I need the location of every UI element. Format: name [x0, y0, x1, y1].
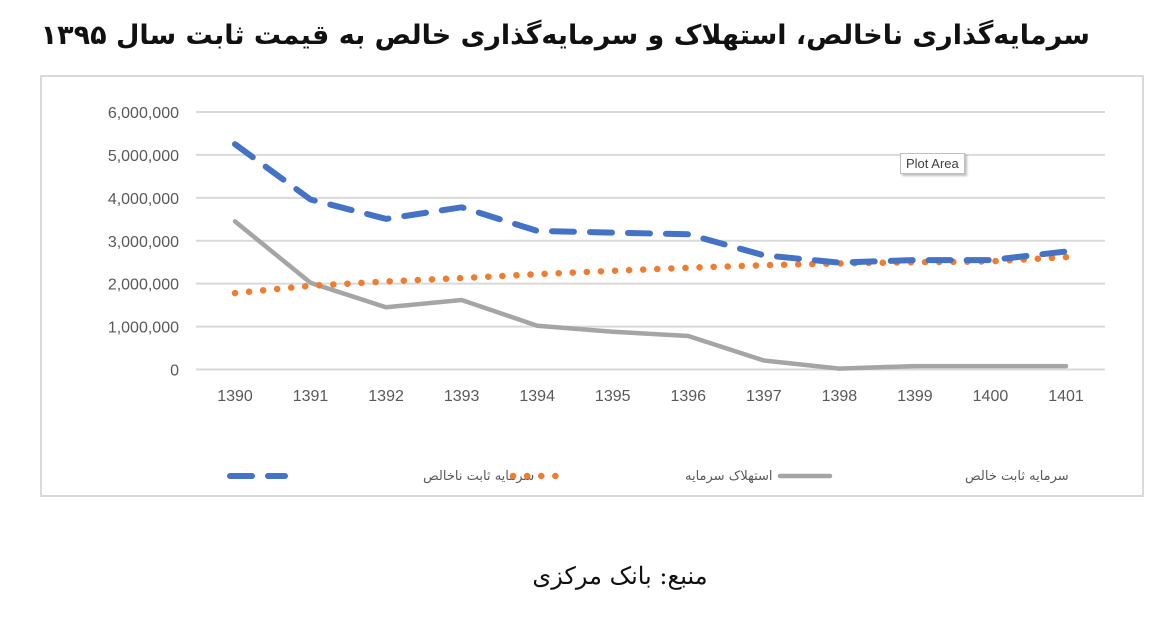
- x-tick-label: 1396: [670, 388, 706, 405]
- x-tick-label: 1397: [746, 388, 782, 405]
- y-tick-label: 6,000,000: [108, 105, 179, 122]
- legend[interactable]: سرمایه ثابت ناخالص استهلاک سرمایه سرمایه ث…: [227, 469, 1069, 484]
- y-tick-label: 3,000,000: [108, 234, 179, 251]
- chart-title: سرمایه‌گذاری ناخالص، استهلاک و سرمایه‌گذ…: [40, 20, 1091, 51]
- legend-item[interactable]: سرمایه ثابت ناخالص: [227, 469, 534, 484]
- series-lines: [231, 141, 1070, 371]
- gridlines: [196, 111, 1105, 371]
- x-tick-label: 1395: [595, 388, 631, 405]
- x-tick-label: 1392: [368, 388, 404, 405]
- x-tick-label: 1398: [822, 388, 858, 405]
- legend-item[interactable]: استهلاک سرمایه: [509, 469, 773, 484]
- x-tick-label: 1400: [973, 388, 1009, 405]
- x-tick-label: 1401: [1048, 388, 1084, 405]
- legend-label: سرمایه ثابت ناخالص: [423, 469, 534, 484]
- series-line-solid[interactable]: [232, 219, 1069, 371]
- y-tick-label: 0: [170, 363, 179, 380]
- x-tick-label: 1390: [217, 388, 253, 405]
- source-caption: منبع: بانک مرکزی: [532, 562, 708, 590]
- legend-label: استهلاک سرمایه: [685, 469, 773, 484]
- x-axis-ticks: 1390 1391 1392 1393 1394 1395 1396 1397 1398 1399…: [217, 388, 1084, 405]
- chart-area[interactable]: [40, 75, 1144, 497]
- x-tick-label: 1394: [519, 388, 555, 405]
- series-line-dashed[interactable]: [232, 141, 1069, 266]
- y-tick-label: 2,000,000: [108, 277, 179, 294]
- plot-area-tooltip: Plot Area: [900, 153, 965, 174]
- legend-item[interactable]: سرمایه ثابت خالص: [777, 469, 1069, 484]
- y-tick-label: 1,000,000: [108, 320, 179, 337]
- y-tick-label: 4,000,000: [108, 191, 179, 208]
- x-tick-label: 1391: [293, 388, 329, 405]
- x-tick-label: 1399: [897, 388, 933, 405]
- y-tick-label: 5,000,000: [108, 148, 179, 165]
- x-tick-label: 1393: [444, 388, 480, 405]
- legend-label: سرمایه ثابت خالص: [965, 469, 1069, 484]
- y-axis-ticks: 0 1,000,000 2,000,000 3,000,000 4,000,000 5,0…: [108, 105, 179, 380]
